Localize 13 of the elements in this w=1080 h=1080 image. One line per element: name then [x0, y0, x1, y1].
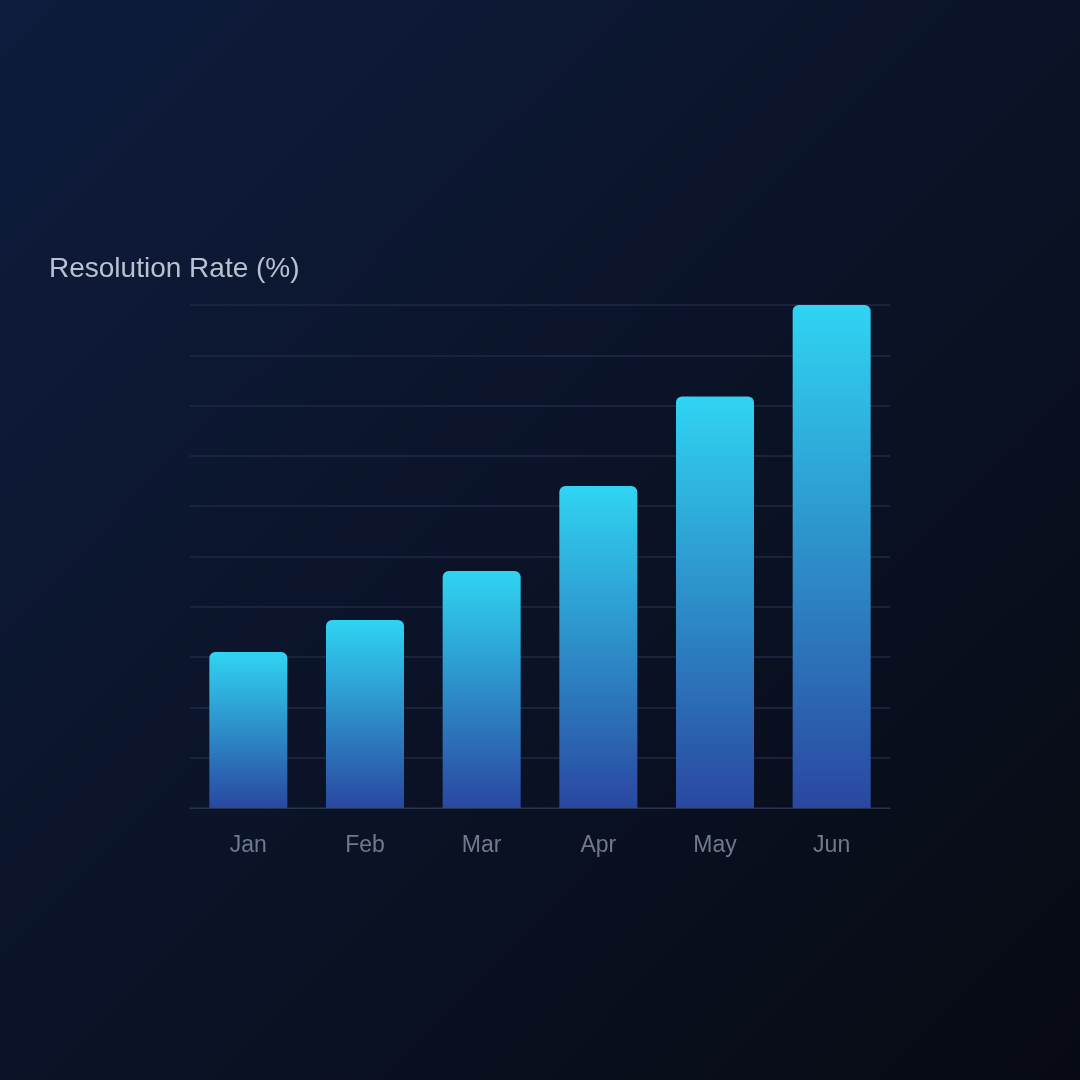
- x-tick-label: Jun: [813, 830, 851, 857]
- x-tick-label: Jan: [229, 830, 267, 857]
- x-tick-label: Mar: [461, 830, 502, 857]
- bar: [442, 571, 521, 808]
- x-tick-label: Feb: [345, 830, 385, 857]
- x-tick-label: May: [693, 830, 738, 857]
- bar: [326, 619, 404, 808]
- x-tick-label: Apr: [580, 830, 617, 857]
- bar: [209, 652, 288, 808]
- bar: [792, 305, 871, 808]
- bar: [559, 486, 638, 808]
- bar: [676, 396, 754, 808]
- chart-title: Resolution Rate (%): [49, 251, 300, 283]
